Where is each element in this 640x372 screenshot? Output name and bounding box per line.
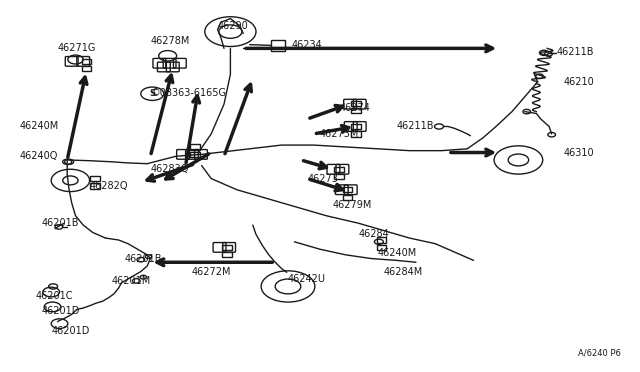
Text: 46210: 46210 [563, 77, 594, 87]
Text: 46240M: 46240M [378, 248, 417, 258]
Text: A/6240 P6: A/6240 P6 [578, 348, 621, 357]
Text: 46284: 46284 [358, 230, 389, 239]
Bar [351, 101, 361, 106]
Text: 46273M: 46273M [320, 129, 360, 139]
Text: 46240Q: 46240Q [19, 151, 58, 161]
Bar [90, 183, 99, 189]
Text: S: S [149, 89, 156, 98]
Bar [335, 167, 344, 172]
Bar [82, 59, 92, 64]
Text: 46272M: 46272M [192, 267, 232, 276]
Text: 46201D: 46201D [42, 306, 80, 315]
Text: 46310: 46310 [563, 148, 594, 157]
Text: 46278M: 46278M [150, 36, 190, 46]
Text: 46274: 46274 [339, 103, 370, 113]
Text: 46234: 46234 [291, 40, 322, 49]
Text: 46279M: 46279M [333, 200, 372, 209]
Text: 46201B: 46201B [125, 254, 163, 263]
Text: 46201M: 46201M [112, 276, 151, 286]
Bar [343, 195, 353, 200]
Text: 46240M: 46240M [19, 122, 58, 131]
Bar [343, 187, 353, 192]
Text: ©08363-6165G: ©08363-6165G [150, 88, 227, 98]
Text: 46211B: 46211B [397, 122, 435, 131]
Bar [335, 174, 344, 179]
Text: 46271G: 46271G [58, 44, 96, 53]
Bar [376, 245, 387, 250]
Text: 46273: 46273 [307, 174, 338, 183]
Text: 46284M: 46284M [384, 267, 423, 276]
Text: 46201D: 46201D [51, 326, 90, 336]
Bar [223, 252, 232, 257]
Bar [351, 108, 361, 113]
Text: 46290: 46290 [218, 21, 248, 31]
Bar [90, 176, 99, 181]
Text: 46201B: 46201B [42, 218, 79, 228]
Bar [223, 245, 232, 250]
Bar [351, 124, 361, 129]
Bar [191, 152, 200, 157]
Bar [376, 237, 387, 243]
Bar [82, 66, 92, 71]
Text: 46242U: 46242U [288, 274, 326, 284]
Text: 46283Q: 46283Q [150, 164, 189, 174]
Text: 46201C: 46201C [35, 291, 73, 301]
Bar [191, 144, 200, 150]
Text: 46211B: 46211B [557, 47, 595, 57]
Bar [271, 40, 285, 51]
Text: 46282Q: 46282Q [90, 181, 128, 191]
Bar [351, 131, 361, 137]
